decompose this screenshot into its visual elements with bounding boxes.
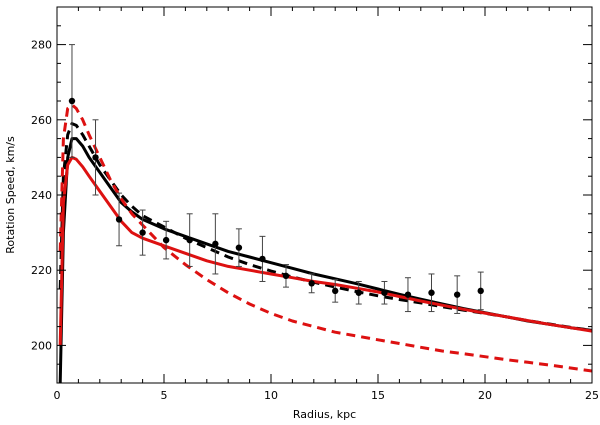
x-tick-label: 15 <box>371 389 385 402</box>
data-point <box>308 280 315 287</box>
data-point <box>162 236 170 244</box>
tick-labels: 0 5 10 15 20 25 200 220 240 260 280 <box>31 39 599 402</box>
data-point <box>428 289 435 296</box>
data-point <box>355 289 362 296</box>
black-solid-series-line <box>58 137 592 383</box>
black-dashed-series-line <box>58 122 592 332</box>
data-point <box>282 272 290 280</box>
x-axis-label: Radius, kpc <box>293 408 356 421</box>
data-point <box>139 229 146 236</box>
x-tick-label: 5 <box>161 389 168 402</box>
red-dashed-series-line <box>58 103 592 373</box>
y-tick-label: 280 <box>31 39 52 52</box>
y-tick-label: 220 <box>31 264 52 277</box>
axis-ticks <box>56 6 593 384</box>
red-solid-series-line <box>58 155 592 346</box>
data-point <box>477 287 484 295</box>
x-tick-label: 0 <box>54 389 61 402</box>
y-axis-label: Rotation Speed, km/s <box>4 136 17 254</box>
data-point <box>186 236 193 244</box>
x-tick-label: 25 <box>585 389 599 402</box>
data-point <box>453 291 461 298</box>
data-point <box>68 97 76 105</box>
data-point <box>235 244 243 251</box>
y-tick-label: 200 <box>31 339 52 352</box>
y-tick-label: 260 <box>31 114 52 127</box>
data-point <box>115 216 123 223</box>
x-tick-label: 20 <box>478 389 492 402</box>
data-point <box>404 291 412 298</box>
data-point <box>332 287 339 295</box>
data-point <box>259 255 266 263</box>
plot-content <box>58 44 592 383</box>
data-point <box>92 154 99 161</box>
data-point <box>212 240 219 248</box>
plot-frame <box>56 6 593 384</box>
x-tick-label: 10 <box>264 389 278 402</box>
data-point <box>381 289 388 296</box>
y-tick-label: 240 <box>31 189 52 202</box>
